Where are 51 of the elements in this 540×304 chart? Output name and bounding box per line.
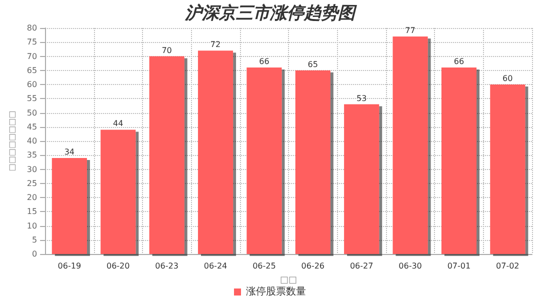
- x-tick-label: 06-30: [398, 262, 422, 270]
- data-label: 65: [308, 60, 318, 69]
- x-tick-label: 07-01: [447, 262, 471, 270]
- y-tick-label: 80: [26, 24, 38, 32]
- y-tick-label: 35: [26, 150, 38, 160]
- legend-label: 涨停股票数量: [246, 286, 306, 298]
- y-tick-label: 70: [26, 52, 38, 61]
- y-tick-label: 75: [26, 38, 38, 47]
- bar: [392, 36, 428, 254]
- bar: [295, 70, 330, 254]
- x-tick-label: 06-23: [155, 262, 178, 270]
- data-label: 72: [210, 40, 221, 50]
- x-axis-title: □□: [280, 276, 298, 286]
- y-tick-label: 55: [26, 94, 38, 104]
- y-tick-label: 0: [32, 250, 38, 258]
- x-tick-label: 06-25: [252, 262, 276, 270]
- bar: [246, 68, 282, 254]
- chart-title: 沪深京三市涨停趋势图: [184, 4, 357, 24]
- data-label: 70: [162, 46, 172, 55]
- y-tick-label: 50: [26, 108, 38, 118]
- bar: [149, 56, 184, 254]
- y-tick-label: 45: [26, 122, 38, 132]
- data-label: 77: [405, 26, 416, 35]
- bar: [490, 84, 526, 254]
- y-tick-label: 5: [32, 235, 38, 244]
- x-tick-label: 06-26: [301, 262, 325, 270]
- y-tick-label: 15: [26, 207, 38, 216]
- data-label: 66: [259, 57, 270, 66]
- bar: [198, 50, 234, 254]
- x-tick-label: 06-19: [58, 262, 82, 270]
- y-tick-label: 60: [26, 80, 38, 89]
- y-tick-label: 40: [26, 136, 38, 146]
- data-label: 44: [113, 119, 124, 128]
- bar: [100, 130, 136, 254]
- data-label: 66: [454, 57, 464, 66]
- y-tick-label: 25: [26, 178, 38, 188]
- x-tick-label: 06-20: [106, 262, 130, 270]
- y-tick-label: 10: [26, 221, 38, 230]
- y-tick-label: 65: [26, 66, 38, 75]
- y-tick-label: 20: [26, 193, 38, 202]
- data-label: 60: [502, 74, 513, 83]
- x-tick-label: 06-27: [350, 262, 374, 270]
- bar: [441, 68, 476, 254]
- x-tick-label: 07-02: [496, 262, 520, 270]
- data-label: 34: [64, 147, 75, 156]
- y-axis-title: □□□□□□□□: [8, 110, 16, 172]
- bar: [344, 104, 380, 254]
- bar: [52, 158, 87, 254]
- data-label: 53: [356, 94, 367, 103]
- x-tick-label: 06-24: [204, 262, 228, 270]
- y-tick-label: 30: [26, 164, 38, 174]
